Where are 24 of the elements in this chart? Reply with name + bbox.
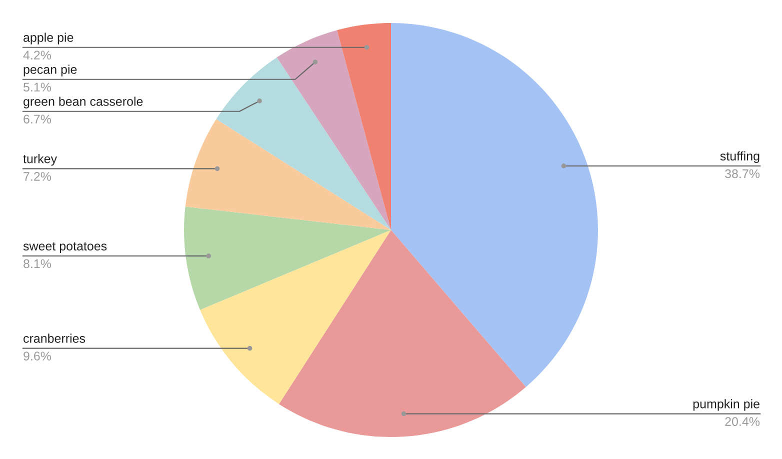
slice-label: stuffing <box>720 151 760 163</box>
slice-label: sweet potatoes <box>23 242 107 253</box>
data-label: 6.7% <box>24 114 52 124</box>
slice-label: pecan pie <box>24 64 77 76</box>
pie-slice <box>278 230 526 437</box>
data-label: 9.6% <box>24 352 52 361</box>
slice-label: cranberries <box>24 334 86 343</box>
data-label: 38.7% <box>725 169 760 178</box>
pie-slice <box>337 23 391 230</box>
data-label: 20.4% <box>725 417 760 426</box>
data-label: 8.1% <box>24 259 52 268</box>
data-label: 7.2% <box>24 172 52 181</box>
slice-label: turkey <box>23 154 58 166</box>
slice-label: green bean casserole <box>24 96 143 108</box>
slice-label: pumpkin pie <box>693 399 760 411</box>
pie-slice <box>391 23 598 387</box>
pie-slice <box>185 119 391 230</box>
pie-slice <box>216 57 391 230</box>
slice-label: apple pie <box>24 32 74 44</box>
pie-slice <box>184 206 391 310</box>
data-label: 4.2% <box>23 50 52 60</box>
data-label: 5.1% <box>24 82 52 92</box>
pie-slice <box>200 230 391 404</box>
pie-slice <box>276 30 391 230</box>
